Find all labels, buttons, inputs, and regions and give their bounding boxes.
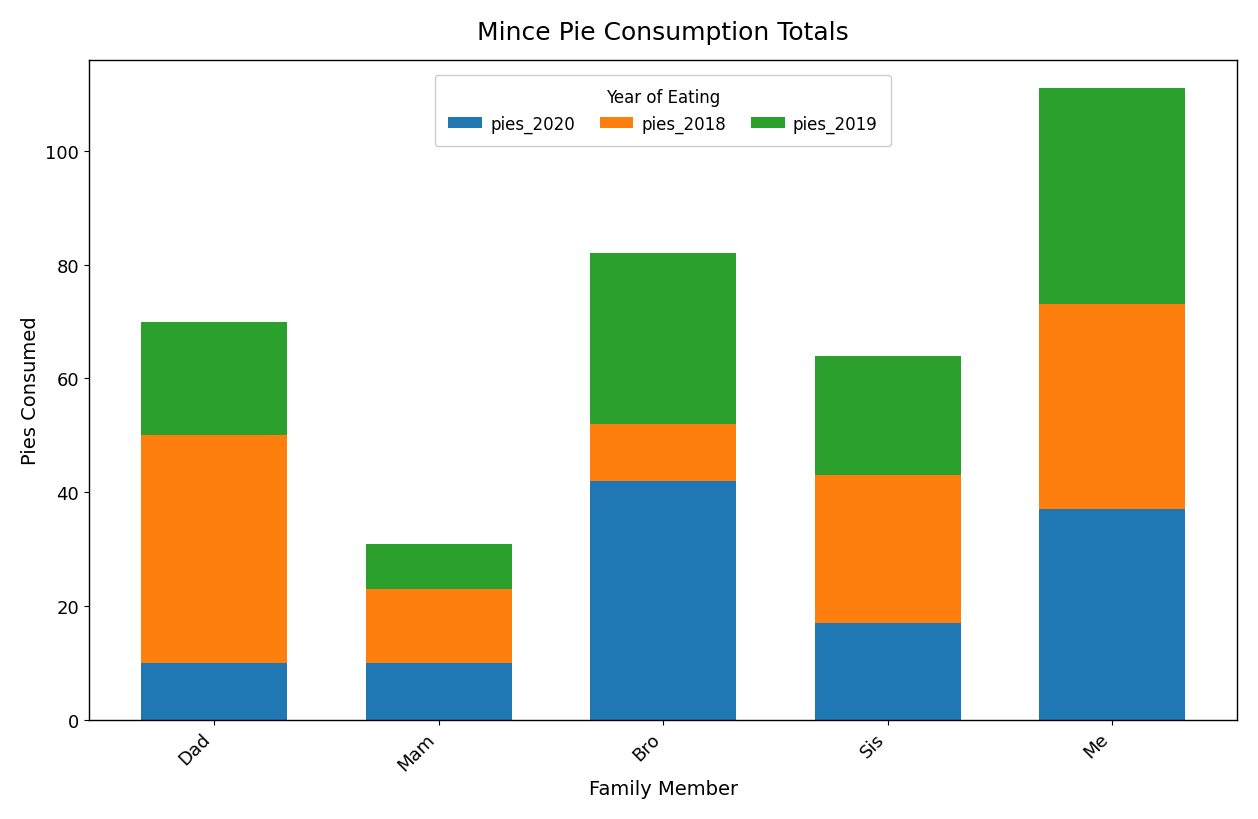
Bar xyxy=(366,544,512,590)
Bar xyxy=(590,482,736,720)
Bar xyxy=(366,663,512,720)
Bar xyxy=(1039,305,1185,509)
Legend: pies_2020, pies_2018, pies_2019: pies_2020, pies_2018, pies_2019 xyxy=(435,75,891,147)
Bar xyxy=(815,476,961,623)
Title: Mince Pie Consumption Totals: Mince Pie Consumption Totals xyxy=(477,20,849,45)
Bar xyxy=(815,356,961,476)
Bar xyxy=(141,663,287,720)
Bar xyxy=(141,322,287,436)
Bar xyxy=(590,254,736,424)
Bar xyxy=(141,436,287,663)
Bar xyxy=(366,590,512,663)
Bar xyxy=(815,623,961,720)
X-axis label: Family Member: Family Member xyxy=(589,779,737,799)
Y-axis label: Pies Consumed: Pies Consumed xyxy=(21,316,40,464)
Bar xyxy=(590,424,736,482)
Bar xyxy=(1039,509,1185,720)
Bar xyxy=(1039,89,1185,305)
